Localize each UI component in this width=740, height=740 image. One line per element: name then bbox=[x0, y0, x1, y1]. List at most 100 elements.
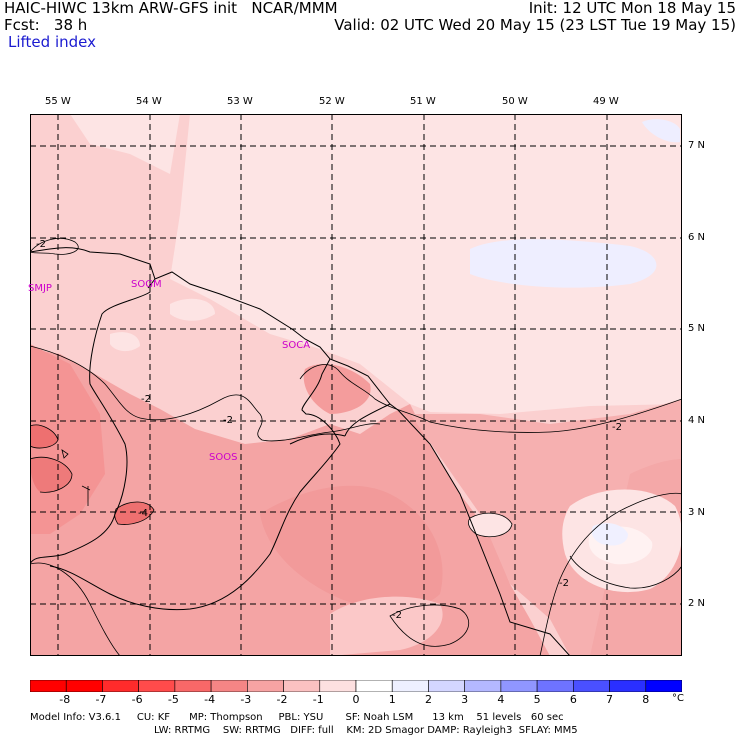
lon-label: 50 W bbox=[502, 96, 528, 107]
field-positive-region bbox=[642, 119, 680, 143]
colorbar-swatch bbox=[102, 680, 139, 692]
lat-label: 4 N bbox=[688, 415, 706, 426]
lon-label: 55 W bbox=[45, 96, 71, 107]
contour-lines bbox=[30, 238, 682, 656]
country-border bbox=[147, 278, 156, 289]
colorbar-tick-label: -8 bbox=[59, 693, 71, 706]
colorbar-tick-label: -6 bbox=[131, 693, 143, 706]
field-light-region bbox=[110, 332, 140, 352]
colorbar-unit: °C bbox=[672, 693, 684, 704]
contour-line bbox=[539, 492, 682, 656]
colorbar-swatch bbox=[319, 680, 357, 692]
colorbar-tick-label: 3 bbox=[461, 693, 469, 706]
field-light-region bbox=[70, 114, 180, 174]
colorbar-swatch bbox=[573, 680, 610, 692]
station-label: SOGM bbox=[131, 279, 162, 290]
field-light-region bbox=[330, 114, 410, 159]
colorbar-tick-label: 6 bbox=[569, 693, 577, 706]
model-title: HAIC-HIWC 13km ARW-GFS init NCAR/MMM bbox=[4, 0, 338, 17]
coastline-borders bbox=[30, 247, 571, 656]
colorbar-swatch bbox=[609, 680, 647, 692]
field-light-region bbox=[468, 513, 512, 537]
colorbar-swatch bbox=[247, 680, 284, 692]
colorbar-tick-label: -3 bbox=[240, 693, 252, 706]
lon-label: 51 W bbox=[410, 96, 436, 107]
init-time: Init: 12 UTC Mon 18 May 15 bbox=[528, 0, 736, 17]
lat-label: 2 N bbox=[688, 598, 706, 609]
field-strong-region bbox=[30, 457, 72, 493]
field-light-region bbox=[170, 298, 215, 321]
colorbar-swatch bbox=[645, 680, 682, 692]
lat-label: 6 N bbox=[688, 232, 706, 243]
colorbar-tick-label: 0 bbox=[352, 693, 360, 706]
lon-label: 52 W bbox=[319, 96, 345, 107]
contour-label: -2 bbox=[392, 610, 402, 621]
contour-line bbox=[30, 562, 121, 656]
colorbar-swatch bbox=[500, 680, 538, 692]
lon-label: 54 W bbox=[136, 96, 162, 107]
country-border bbox=[289, 433, 346, 445]
colorbar bbox=[30, 680, 682, 692]
colorbar-swatch bbox=[30, 680, 67, 692]
station-label: SOOS bbox=[209, 452, 238, 463]
lat-label: 3 N bbox=[688, 507, 706, 518]
colorbar-tick-label: -5 bbox=[167, 693, 179, 706]
colorbar-swatch bbox=[391, 680, 429, 692]
field-dark-region bbox=[303, 364, 371, 414]
field-name: Lifted index bbox=[8, 33, 96, 51]
station-label: SMJP bbox=[28, 283, 52, 294]
colorbar-swatch bbox=[174, 680, 212, 692]
colorbar-swatch bbox=[355, 680, 393, 692]
forecast-hour: Fcst: 38 h bbox=[4, 16, 88, 34]
colorbar-swatch bbox=[464, 680, 502, 692]
field-positive-region bbox=[591, 523, 628, 546]
field-positive-region bbox=[470, 239, 657, 288]
colorbar-tick-label: -1 bbox=[312, 693, 324, 706]
field-dark-region bbox=[260, 485, 443, 609]
contour-line bbox=[30, 345, 381, 442]
colorbar-swatch bbox=[138, 680, 176, 692]
contour-label: -2 bbox=[141, 394, 151, 405]
colorbar-tick-label: -4 bbox=[204, 693, 216, 706]
country-border bbox=[49, 358, 341, 611]
colorbar-swatch bbox=[283, 680, 321, 692]
colorbar-swatch bbox=[65, 680, 103, 692]
contour-line bbox=[81, 485, 91, 506]
contour-line bbox=[30, 456, 73, 493]
lat-label: 5 N bbox=[688, 323, 706, 334]
lon-label: 49 W bbox=[593, 96, 619, 107]
field-strong-region bbox=[114, 501, 154, 525]
contour-line bbox=[61, 449, 69, 459]
coastline bbox=[30, 247, 571, 656]
physics-info: LW: RRTMG SW: RRTMG DIFF: full KM: 2D Sm… bbox=[154, 725, 578, 736]
colorbar-swatch bbox=[536, 680, 574, 692]
contour-line bbox=[569, 555, 682, 589]
station-label: SOCA bbox=[282, 340, 311, 351]
lat-label: 7 N bbox=[688, 140, 706, 151]
contour-label: -2 bbox=[612, 422, 622, 433]
colorbar-tick-label: 7 bbox=[606, 693, 614, 706]
colorbar-tick-label: 2 bbox=[424, 693, 432, 706]
lon-label: 53 W bbox=[227, 96, 253, 107]
contour-label: -2 bbox=[223, 415, 233, 426]
contour-label: -2 bbox=[36, 239, 46, 250]
colorbar-tick-label: 4 bbox=[497, 693, 505, 706]
contour-line bbox=[299, 364, 682, 433]
valid-time: Valid: 02 UTC Wed 20 May 15 (23 LST Tue … bbox=[334, 16, 736, 34]
colorbar-swatch bbox=[210, 680, 248, 692]
contour-line bbox=[468, 512, 513, 538]
map-frame bbox=[30, 114, 682, 656]
colorbar-tick-label: -7 bbox=[95, 693, 107, 706]
colorbar-tick-label: 8 bbox=[642, 693, 650, 706]
colorbar-swatch bbox=[428, 680, 465, 692]
contour-line bbox=[30, 238, 79, 255]
graticule bbox=[30, 114, 682, 656]
model-info: Model Info: V3.6.1 CU: KF MP: Thompson P… bbox=[30, 712, 564, 723]
colorbar-tick-label: 5 bbox=[533, 693, 541, 706]
contour-label: -4 bbox=[138, 508, 148, 519]
colorbar-tick-label: 1 bbox=[388, 693, 396, 706]
country-border bbox=[30, 274, 151, 565]
contour-label: -2 bbox=[559, 578, 569, 589]
colorbar-tick-label: -2 bbox=[276, 693, 288, 706]
field-light-region bbox=[170, 114, 682, 414]
